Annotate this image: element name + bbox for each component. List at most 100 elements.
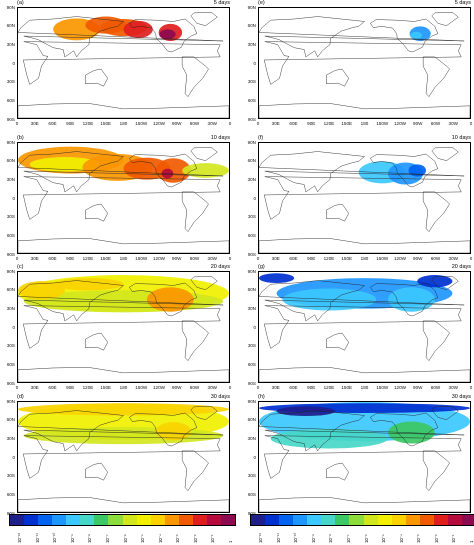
lon-tick-label: 180 bbox=[119, 121, 128, 126]
lat-tick-label: 90N bbox=[247, 268, 256, 274]
lon-tick-label: 150E bbox=[100, 256, 112, 261]
lat-tick-label: 30S bbox=[247, 343, 256, 349]
lon-tick-label: 90E bbox=[66, 385, 75, 390]
tracer-plume bbox=[276, 406, 336, 417]
coastline bbox=[129, 282, 198, 317]
tracer-plume bbox=[18, 281, 65, 300]
lat-tick-label: 90N bbox=[6, 139, 15, 145]
coastline bbox=[18, 16, 224, 58]
colorbar-label: 10⁻¹² bbox=[17, 533, 22, 543]
colorbar-swatch bbox=[279, 515, 294, 525]
lat-tick-label: 30N bbox=[247, 305, 256, 311]
coastline bbox=[370, 153, 439, 188]
colorbar-swatch bbox=[265, 515, 280, 525]
coastline bbox=[370, 282, 439, 317]
lat-tick-label: 90N bbox=[247, 398, 256, 404]
lon-tick-label: 180 bbox=[360, 385, 369, 390]
panel-days: 10 days bbox=[210, 135, 230, 141]
panel-label: (g) bbox=[258, 264, 265, 270]
lon-tick-label: 0 bbox=[256, 256, 260, 261]
colorbar-label: 10⁻⁹ bbox=[310, 534, 316, 543]
lon-tick-label: 0 bbox=[469, 256, 473, 261]
lon-tick-label: 30W bbox=[207, 256, 217, 261]
lat-tick-label: 30S bbox=[247, 79, 256, 85]
coastline bbox=[22, 435, 221, 479]
coastline bbox=[259, 410, 465, 452]
map-panel: (h)30 days90N60N30N030S60S90S030E60E90E1… bbox=[241, 394, 474, 526]
coastline bbox=[422, 450, 450, 491]
coastline bbox=[190, 147, 218, 161]
coastline bbox=[190, 12, 218, 26]
colorbar-swatch bbox=[178, 515, 193, 525]
lat-tick-label: 0 bbox=[253, 195, 256, 201]
coastline bbox=[18, 410, 224, 452]
coastline bbox=[263, 41, 462, 85]
lon-tick-label: 150W bbox=[135, 385, 148, 390]
panel-days: 10 days bbox=[451, 135, 471, 141]
colorbar-label: 10⁻⁸ bbox=[87, 534, 93, 543]
colorbar-label: 10⁻⁴ bbox=[398, 534, 404, 543]
lon-tick-label: 120W bbox=[152, 385, 165, 390]
lat-tick-label: 60N bbox=[247, 287, 256, 293]
lat-tick-label: 0 bbox=[253, 60, 256, 66]
coastline bbox=[18, 103, 229, 118]
lat-tick-label: 90S bbox=[6, 251, 15, 257]
lon-tick-label: 0 bbox=[469, 121, 473, 126]
colorbar-swatch bbox=[38, 515, 53, 525]
coastline bbox=[422, 320, 450, 361]
lon-tick-label: 120E bbox=[323, 121, 335, 126]
lon-tick-label: 60E bbox=[48, 385, 57, 390]
lat-tick-label: 30S bbox=[6, 79, 15, 85]
lon-tick-label: 150E bbox=[341, 256, 353, 261]
coastline bbox=[18, 367, 229, 382]
lon-tick-label: 60W bbox=[189, 121, 200, 126]
lat-tick-label: 90N bbox=[247, 4, 256, 10]
lat-tick-label: 90S bbox=[247, 510, 256, 516]
map-frame bbox=[17, 401, 230, 513]
map-frame bbox=[258, 7, 471, 119]
colorbar-label: 10⁻² bbox=[433, 534, 439, 543]
lon-tick-label: 120E bbox=[323, 385, 335, 390]
lat-tick-label: 30N bbox=[6, 41, 15, 47]
colorbar-swatch bbox=[24, 515, 39, 525]
lon-tick-label: 90W bbox=[413, 256, 423, 261]
coastline bbox=[22, 176, 221, 220]
colorbar-swatch bbox=[94, 515, 109, 525]
colorbar-swatch bbox=[293, 515, 308, 525]
lon-tick-label: 120W bbox=[393, 385, 406, 390]
tracer-plume bbox=[155, 422, 191, 441]
lon-tick-label: 30W bbox=[448, 121, 458, 126]
lon-tick-label: 90W bbox=[172, 256, 182, 261]
lat-tick-label: 90S bbox=[6, 116, 15, 122]
panel-days: 5 days bbox=[454, 0, 471, 6]
map-panel: (e) 5 days 90N 60N 30N 0 30S 60S 90S 0 30E 60E 90E 12… bbox=[241, 0, 474, 132]
lon-tick-label: 180 bbox=[119, 385, 128, 390]
lon-tick-label: 0 bbox=[256, 385, 260, 390]
lat-tick-label: 90S bbox=[247, 251, 256, 257]
coastline bbox=[431, 147, 459, 161]
coastline bbox=[85, 332, 108, 351]
colorbar-swatch bbox=[10, 515, 25, 525]
lat-tick-label: 60N bbox=[6, 417, 15, 423]
panel-days: 30 days bbox=[210, 394, 230, 400]
lon-tick-label: 90E bbox=[307, 385, 316, 390]
coastline bbox=[259, 367, 470, 382]
lon-tick-label: 0 bbox=[228, 256, 232, 261]
coastline bbox=[85, 68, 108, 87]
tracer-plume bbox=[146, 287, 194, 312]
colorbar-swatch bbox=[405, 515, 420, 525]
coastline bbox=[181, 56, 209, 97]
lat-tick-label: 0 bbox=[12, 60, 15, 66]
colorbar-swatch bbox=[377, 515, 392, 525]
colorbar-swatch bbox=[419, 515, 434, 525]
coastline bbox=[326, 332, 349, 351]
colorbar-swatch bbox=[349, 515, 364, 525]
lon-tick-label: 180 bbox=[119, 256, 128, 261]
coastline bbox=[129, 412, 198, 447]
lon-tick-label: 150E bbox=[100, 121, 112, 126]
coastline bbox=[181, 450, 209, 491]
colorbar-swatch bbox=[206, 515, 221, 525]
lon-tick-label: 150W bbox=[135, 121, 148, 126]
colorbar-swatch bbox=[391, 515, 406, 525]
lon-tick-label: 120W bbox=[393, 121, 406, 126]
